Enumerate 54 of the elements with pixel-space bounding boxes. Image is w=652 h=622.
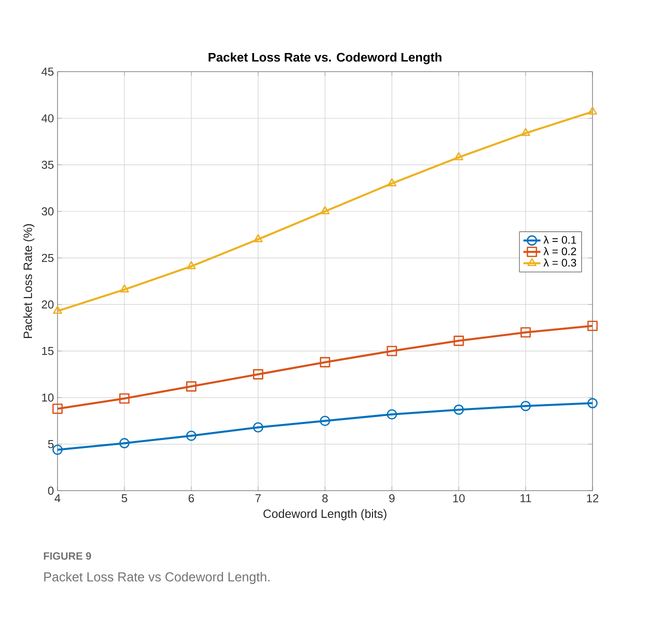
point	[186, 261, 196, 270]
legend-label: λ = 0.2	[544, 247, 576, 256]
x-tick-label: 7	[256, 494, 261, 502]
y-tick-label: 20	[42, 300, 54, 309]
y-tick-label: 35	[42, 160, 54, 169]
point	[588, 106, 598, 115]
point	[320, 416, 330, 426]
point	[119, 393, 130, 404]
point	[521, 128, 530, 136]
chart-title: Packet Loss Rate vs. Codeword Length	[208, 52, 442, 64]
point	[587, 398, 598, 408]
point	[587, 320, 598, 332]
text: Packet Loss Rate vs Codeword Length.	[44, 572, 270, 584]
legend-label: λ = 0.3	[544, 258, 576, 267]
point	[320, 357, 330, 368]
x-tick-label: 10	[453, 494, 465, 502]
y-tick-label: 30	[42, 207, 54, 216]
x-tick-label: 8	[322, 494, 328, 502]
point	[520, 327, 531, 338]
point	[454, 152, 464, 160]
x-tick-label: 12	[587, 494, 598, 502]
point	[254, 234, 263, 242]
y-tick-label: 45	[42, 68, 54, 76]
x-tick-label: 5	[122, 494, 128, 502]
point	[252, 369, 264, 380]
point	[252, 422, 264, 433]
y-axis-title: Packet Loss Rate (%)	[23, 224, 34, 338]
point	[52, 306, 62, 314]
point	[186, 430, 196, 441]
x-tick-label: 4	[54, 494, 60, 502]
point	[454, 404, 464, 415]
point	[52, 444, 63, 455]
point	[119, 438, 130, 448]
legend-label: λ = 0.1	[544, 236, 576, 244]
y-tick-label: 40	[42, 114, 54, 122]
y-tick-label: 5	[48, 440, 54, 448]
point	[52, 404, 63, 414]
point	[454, 336, 464, 346]
point	[387, 178, 396, 186]
y-tick-label: 10	[42, 394, 54, 402]
y-tick-label: 15	[42, 347, 54, 356]
x-tick-label: 6	[188, 494, 194, 502]
point	[386, 346, 398, 356]
point	[386, 409, 398, 420]
x-axis-title: Codeword Length (bits)	[263, 509, 386, 520]
x-tick-label: 11	[520, 494, 532, 502]
y-tick-label: 25	[42, 254, 54, 262]
point	[120, 284, 129, 292]
point	[186, 381, 196, 392]
point	[320, 206, 330, 214]
caption: FIGURE 9	[44, 552, 92, 560]
y-tick-label: 0	[48, 486, 54, 495]
point	[520, 400, 531, 412]
x-tick-label: 9	[389, 494, 395, 502]
